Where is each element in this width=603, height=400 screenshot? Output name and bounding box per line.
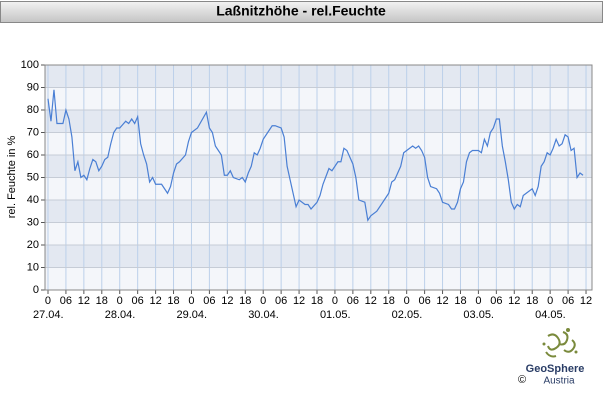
y-tick-label: 10 bbox=[27, 261, 39, 273]
band bbox=[45, 267, 592, 290]
x-tick-label: 06 bbox=[490, 295, 502, 307]
date-label: 30.04. bbox=[248, 309, 279, 321]
y-axis-label: rel. Feuchte in % bbox=[6, 136, 18, 219]
x-tick-label: 12 bbox=[580, 295, 592, 307]
y-tick-label: 20 bbox=[27, 239, 39, 251]
date-label: 03.05. bbox=[463, 309, 494, 321]
x-tick-label: 12 bbox=[221, 295, 233, 307]
x-tick-label: 06 bbox=[347, 295, 359, 307]
logo-name: GeoSphere bbox=[526, 363, 585, 375]
date-label: 29.04. bbox=[176, 309, 207, 321]
x-tick-label: 12 bbox=[293, 295, 305, 307]
y-tick-label: 50 bbox=[27, 171, 39, 183]
band bbox=[45, 65, 592, 88]
y-tick-label: 40 bbox=[27, 194, 39, 206]
x-tick-label: 12 bbox=[78, 295, 90, 307]
date-label: 28.04. bbox=[105, 309, 136, 321]
x-tick-label: 18 bbox=[167, 295, 179, 307]
date-label: 02.05. bbox=[392, 309, 423, 321]
date-label: 04.05. bbox=[535, 309, 566, 321]
x-tick-label: 0 bbox=[45, 295, 51, 307]
logo: GeoSphere Austria © bbox=[518, 328, 584, 387]
logo-subname: Austria bbox=[543, 376, 575, 387]
y-tick-label: 60 bbox=[27, 149, 39, 161]
chart-title: Laßnitzhöhe - rel.Feuchte bbox=[216, 3, 386, 19]
x-tick-label: 06 bbox=[562, 295, 574, 307]
x-tick-label: 12 bbox=[149, 295, 161, 307]
band bbox=[45, 222, 592, 245]
x-tick-label: 0 bbox=[547, 295, 553, 307]
logo-dots bbox=[542, 328, 578, 354]
x-tick-label: 18 bbox=[383, 295, 395, 307]
band bbox=[45, 155, 592, 178]
x-tick-label: 06 bbox=[132, 295, 144, 307]
x-tick-label: 18 bbox=[96, 295, 108, 307]
x-tick-label: 0 bbox=[260, 295, 266, 307]
plot-border bbox=[44, 64, 593, 291]
x-tick-label: 18 bbox=[526, 295, 538, 307]
band bbox=[45, 200, 592, 223]
y-tick-label: 80 bbox=[27, 104, 39, 116]
copyright: © bbox=[518, 374, 526, 386]
x-tick-label: 06 bbox=[60, 295, 72, 307]
band bbox=[45, 245, 592, 268]
band bbox=[45, 87, 592, 110]
x-tick-label: 0 bbox=[117, 295, 123, 307]
x-tick-label: 0 bbox=[188, 295, 194, 307]
y-tick-label: 0 bbox=[33, 284, 39, 296]
band bbox=[45, 177, 592, 200]
x-tick-label: 18 bbox=[311, 295, 323, 307]
date-label: 01.05. bbox=[320, 309, 351, 321]
x-tick-label: 06 bbox=[203, 295, 215, 307]
x-tick-label: 06 bbox=[418, 295, 430, 307]
x-tick-label: 18 bbox=[239, 295, 251, 307]
plot-area: 0 06 12 18 0 06 12 18 0 06 12 18 0 06 12 18 0 06 12 18 0 06 12… bbox=[21, 59, 593, 321]
y-tick-label: 100 bbox=[21, 59, 39, 71]
band bbox=[45, 110, 592, 133]
logo-icon bbox=[545, 331, 576, 358]
y-tick-label: 30 bbox=[27, 216, 39, 228]
x-tick-label: 12 bbox=[365, 295, 377, 307]
data-line bbox=[47, 89, 584, 222]
x-tick-label: 06 bbox=[275, 295, 287, 307]
x-tick-label: 18 bbox=[454, 295, 466, 307]
x-tick-label: 12 bbox=[436, 295, 448, 307]
date-label: 27.04. bbox=[33, 309, 64, 321]
y-tick-label: 90 bbox=[27, 81, 39, 93]
x-tick-label: 12 bbox=[508, 295, 520, 307]
x-tick-label: 0 bbox=[404, 295, 410, 307]
band bbox=[45, 132, 592, 155]
x-tick-label: 0 bbox=[475, 295, 481, 307]
y-tick-label: 70 bbox=[27, 126, 39, 138]
x-tick-label: 0 bbox=[332, 295, 338, 307]
